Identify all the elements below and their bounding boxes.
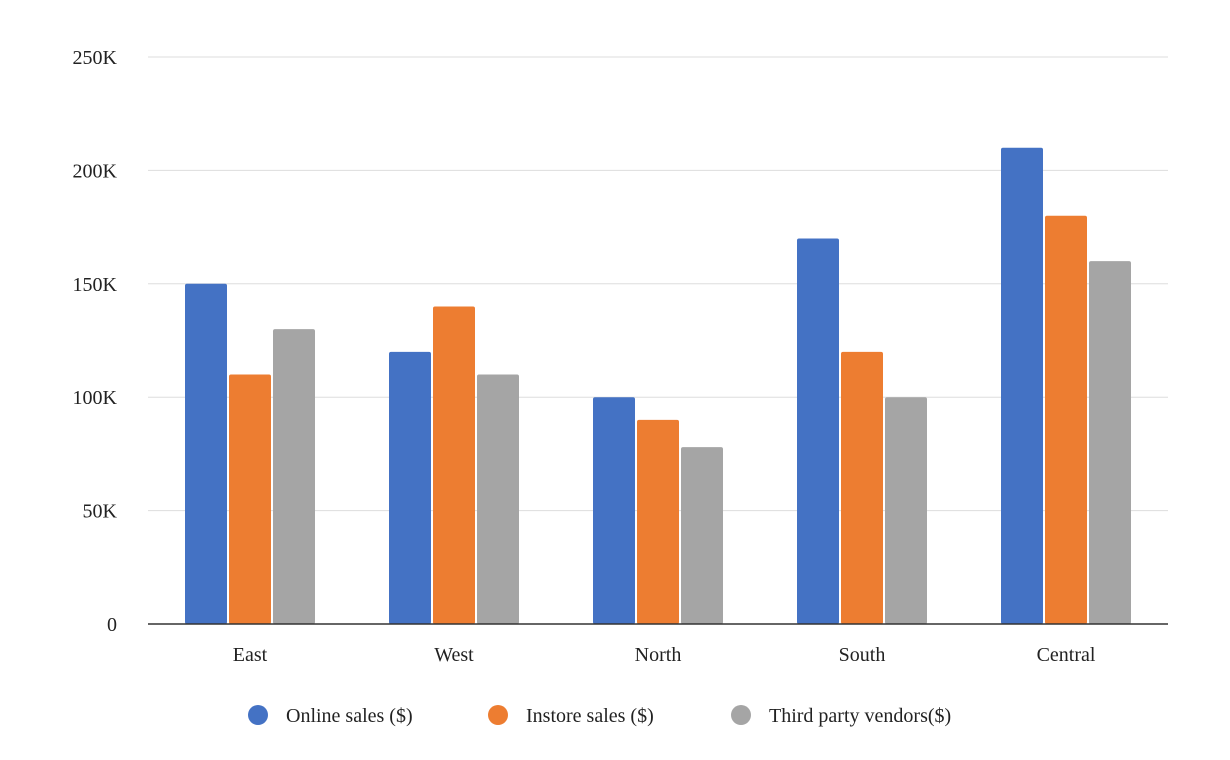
x-tick-label-north: North bbox=[635, 644, 682, 666]
y-tick-label: 200K bbox=[73, 160, 118, 182]
legend-swatch-2 bbox=[731, 705, 751, 725]
y-axis-tick-labels: 0 50K 100K 150K 200K 250K bbox=[73, 47, 118, 636]
bar-north-series-2 bbox=[681, 447, 723, 624]
y-tick-label: 50K bbox=[83, 501, 118, 523]
bar-north-series-1 bbox=[637, 419, 679, 624]
bar-east-series-2 bbox=[273, 329, 315, 624]
legend-label-2: Third party vendors($) bbox=[769, 705, 951, 727]
x-axis-tick-labels: East West North South Central bbox=[233, 644, 1096, 666]
bar-central-series-0 bbox=[1001, 147, 1043, 624]
y-tick-label: 0 bbox=[107, 614, 117, 636]
bar-north-series-0 bbox=[593, 397, 635, 624]
legend-swatch-0 bbox=[248, 705, 268, 725]
bar-south-series-1 bbox=[841, 351, 883, 624]
bars bbox=[185, 147, 1131, 624]
x-tick-label-east: East bbox=[233, 644, 268, 666]
bar-south-series-0 bbox=[797, 238, 839, 624]
legend-swatch-1 bbox=[488, 705, 508, 725]
bar-west-series-0 bbox=[389, 351, 431, 624]
bar-east-series-1 bbox=[229, 374, 271, 624]
legend-label-0: Online sales ($) bbox=[286, 705, 413, 727]
y-tick-label: 250K bbox=[73, 47, 118, 69]
gridlines bbox=[148, 56, 1168, 512]
x-tick-label-west: West bbox=[434, 644, 474, 666]
bar-central-series-2 bbox=[1089, 261, 1131, 624]
legend-label-1: Instore sales ($) bbox=[526, 705, 654, 727]
x-tick-label-central: Central bbox=[1037, 644, 1096, 666]
y-tick-label: 150K bbox=[73, 274, 118, 296]
x-tick-label-south: South bbox=[839, 644, 886, 666]
bar-east-series-0 bbox=[185, 283, 227, 624]
bar-west-series-1 bbox=[433, 306, 475, 624]
bar-central-series-1 bbox=[1045, 215, 1087, 624]
y-tick-label: 100K bbox=[73, 387, 118, 409]
bar-west-series-2 bbox=[477, 374, 519, 624]
legend: Online sales ($) Instore sales ($) Third p… bbox=[248, 705, 951, 727]
bar-south-series-2 bbox=[885, 397, 927, 624]
